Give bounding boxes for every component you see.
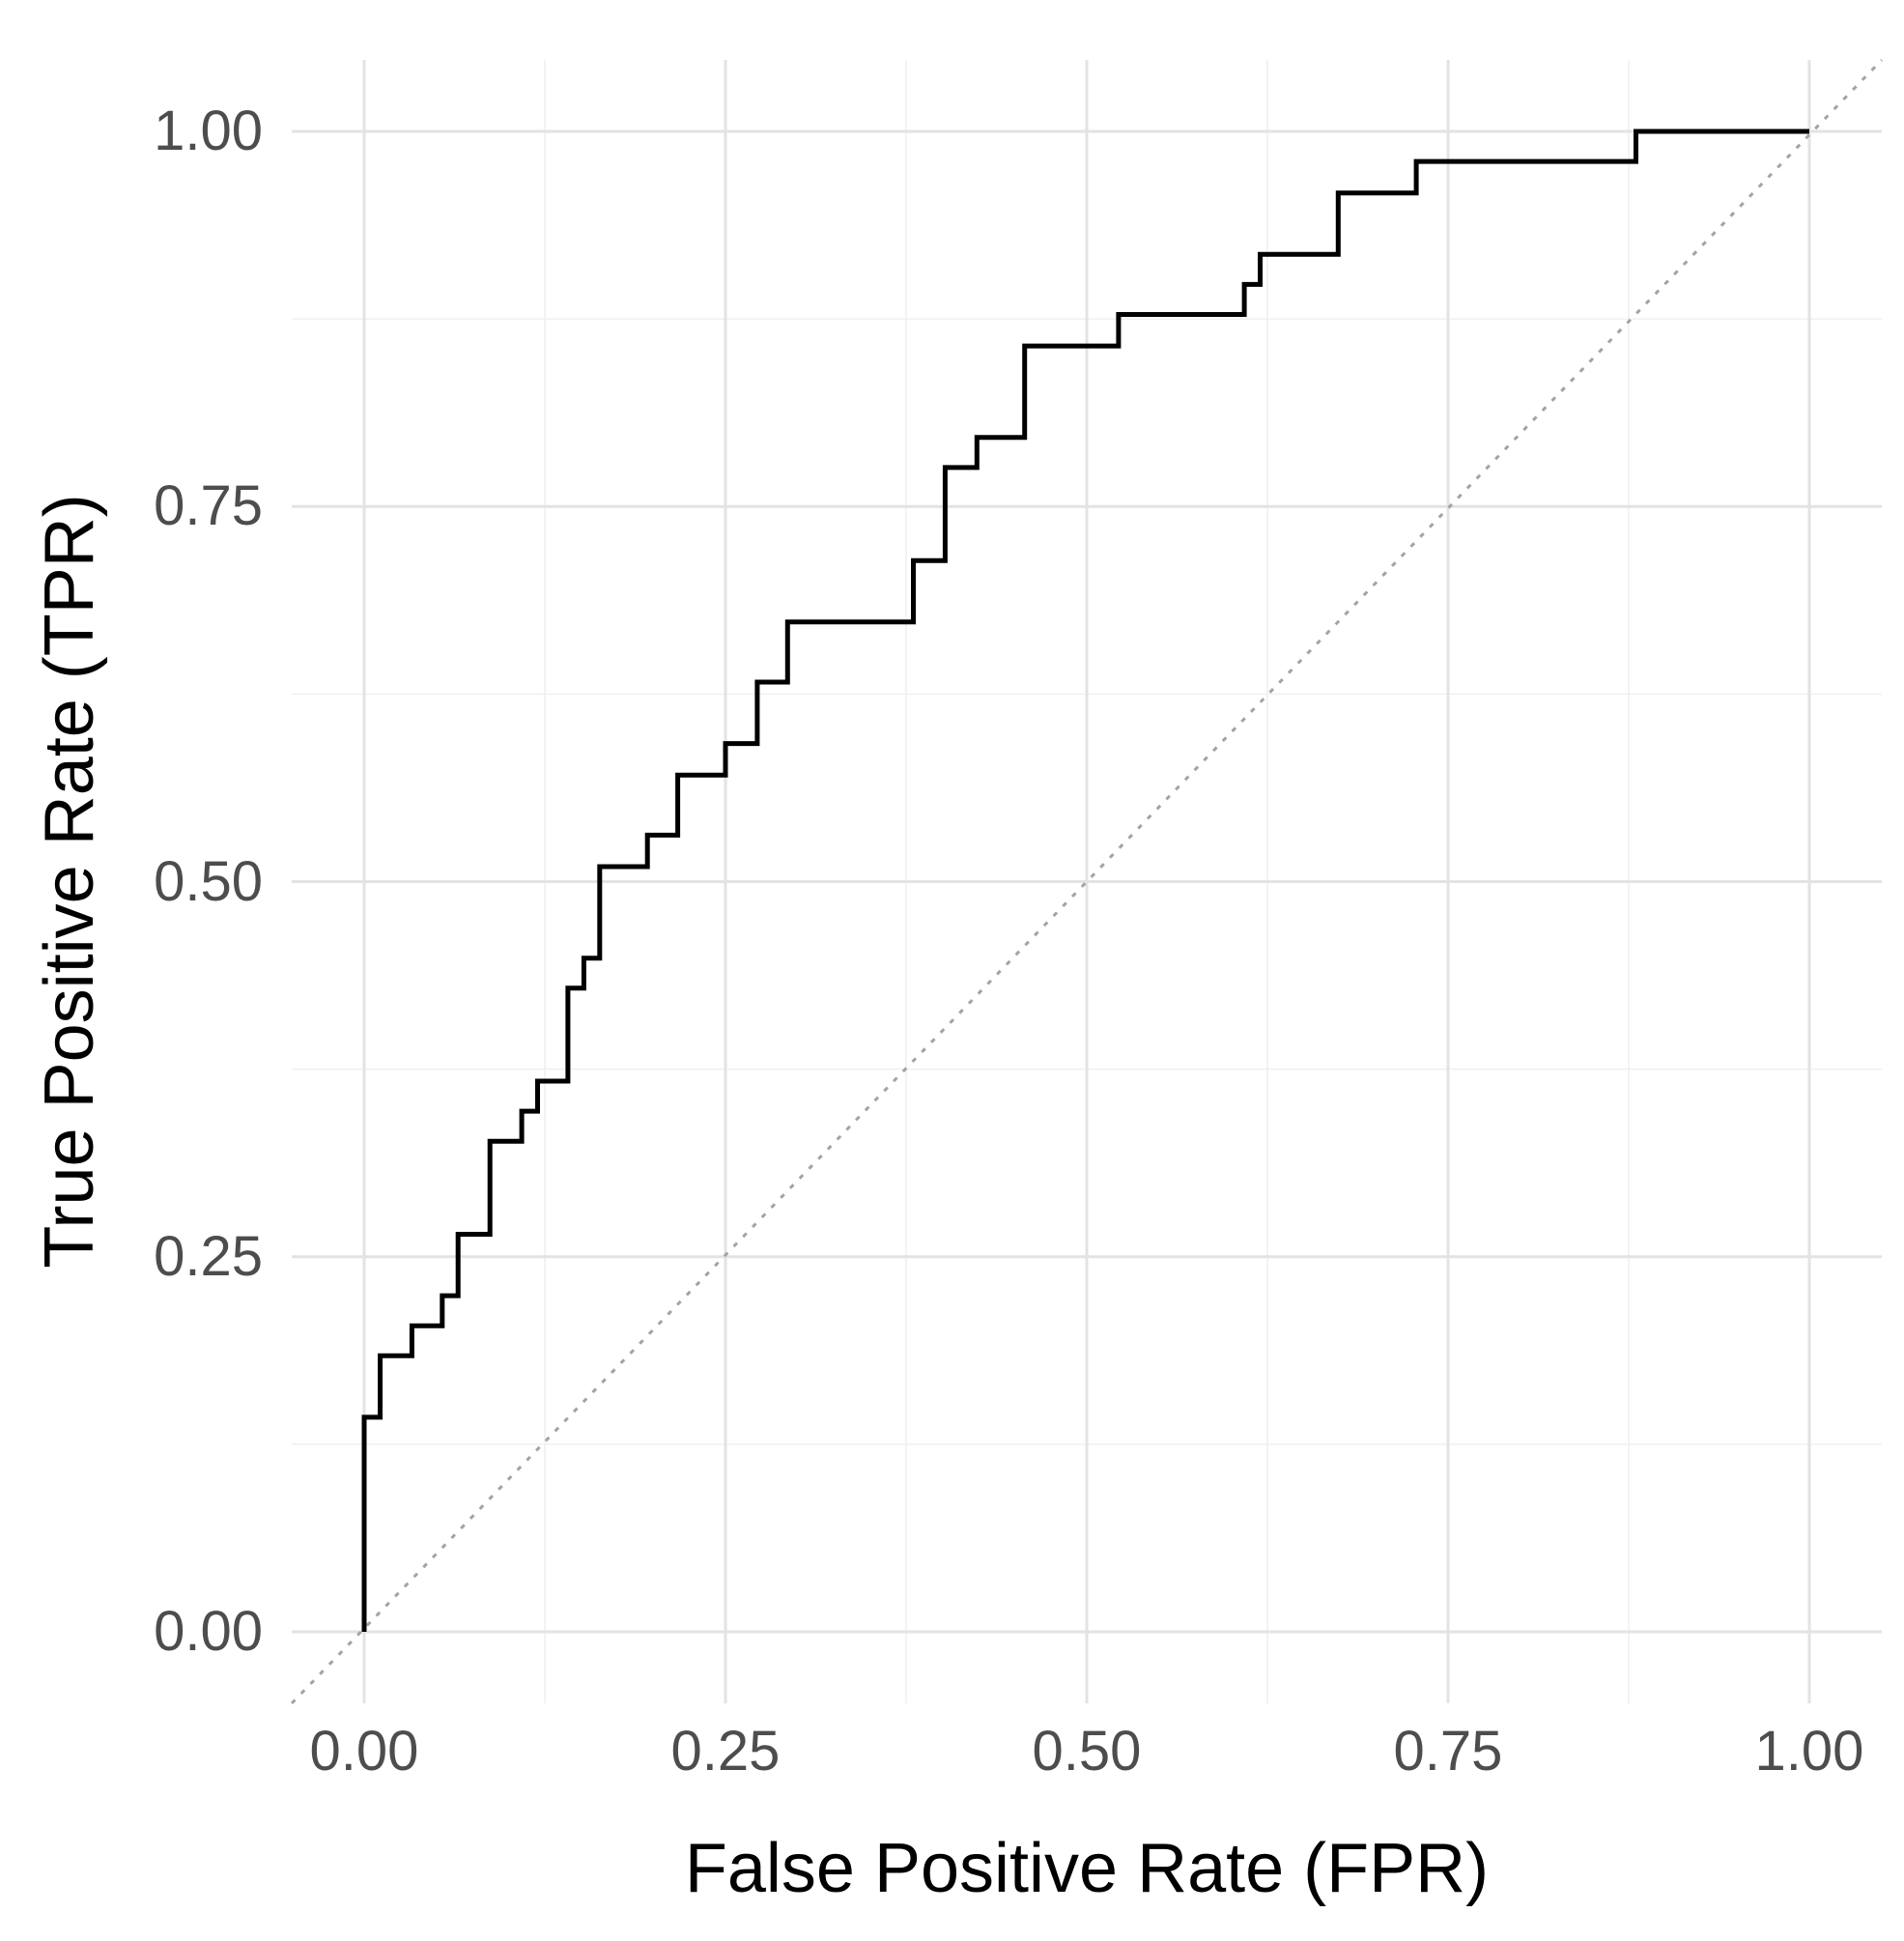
y-tick-label: 0.00 bbox=[154, 1600, 263, 1663]
x-axis-title: False Positive Rate (FPR) bbox=[684, 1830, 1490, 1907]
y-tick-label: 0.50 bbox=[154, 849, 263, 913]
x-tick-label: 0.25 bbox=[670, 1720, 781, 1783]
diagonal-reference-line bbox=[290, 58, 1884, 1705]
y-tick-label: 0.75 bbox=[154, 474, 263, 538]
y-axis-title: True Positive Rate (TPR) bbox=[31, 494, 108, 1269]
x-tick-label: 0.00 bbox=[309, 1720, 419, 1783]
y-tick-label: 0.25 bbox=[154, 1224, 263, 1288]
major-gridlines bbox=[292, 60, 1882, 1703]
x-tick-label: 1.00 bbox=[1754, 1720, 1864, 1783]
roc-curve-path bbox=[361, 128, 1809, 1632]
x-tick-label: 0.75 bbox=[1393, 1720, 1503, 1783]
y-tick-label: 1.00 bbox=[154, 100, 263, 162]
x-tick-label: 0.50 bbox=[1032, 1720, 1142, 1783]
